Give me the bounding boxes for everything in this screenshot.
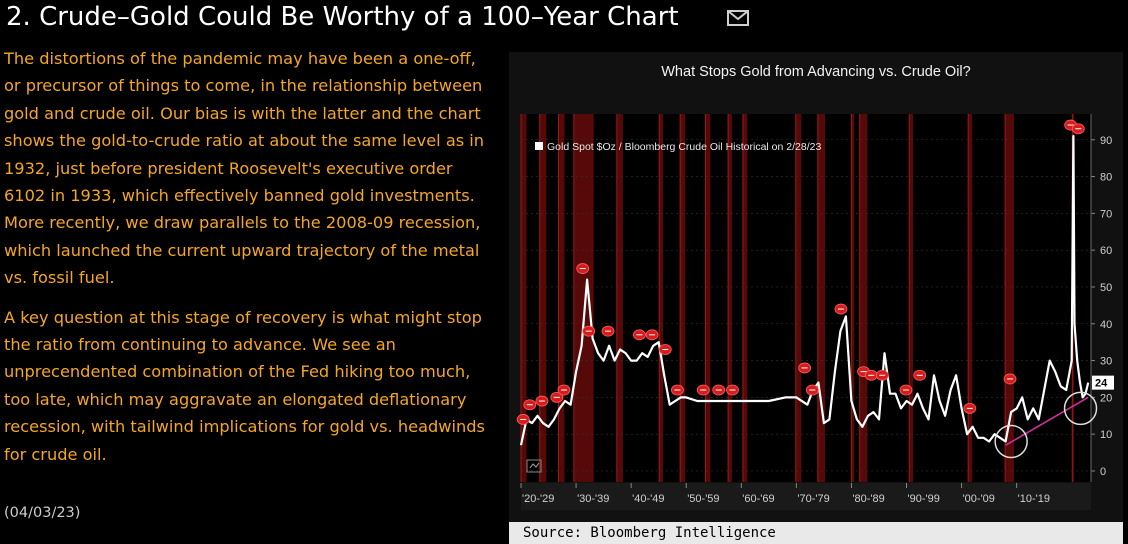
recession-band	[859, 114, 868, 482]
x-tick-label: '90-'99	[908, 493, 940, 505]
recession-band	[616, 114, 623, 482]
y-tick-label: 50	[1100, 282, 1112, 294]
event-marker	[516, 414, 530, 425]
ratio-series-line	[519, 135, 1090, 446]
y-tick-label: 40	[1100, 319, 1112, 331]
recession-band	[851, 114, 855, 482]
legend-swatch	[535, 142, 543, 150]
chart-svg: 0 10 20 30 40 50 60 70 80 90 '20-'29 '30-'39 '40-'49…	[516, 114, 1114, 510]
x-tick-label: '00-'09	[963, 493, 995, 505]
event-marker	[899, 384, 913, 396]
recession-band	[1005, 114, 1014, 482]
trend-line	[1005, 396, 1089, 446]
x-tick-label: '40-'49	[632, 493, 664, 505]
event-marker	[658, 344, 672, 355]
chart-panel: 0 10 20 30 40 50 60 70 80 90 '20-'29 '30-'39 '40-'49…	[509, 52, 1123, 522]
x-tick-label: '50-'59	[687, 493, 719, 505]
x-tick-label: '70-'79	[797, 493, 829, 505]
event-marker	[696, 384, 710, 396]
event-marker	[1071, 123, 1085, 135]
x-tick-label: '80-'89	[852, 493, 884, 505]
event-marker	[601, 325, 615, 337]
highlight-circle	[994, 424, 1028, 459]
recession-band	[795, 114, 802, 482]
recession-band	[539, 114, 547, 482]
event-marker	[712, 384, 726, 396]
x-axis-band	[521, 483, 1091, 510]
event-marker	[963, 402, 977, 414]
recession-band	[968, 114, 973, 482]
highlight-circle	[1063, 391, 1098, 426]
event-marker	[523, 399, 537, 411]
event-marker	[834, 303, 848, 315]
publish-date: (04/03/23)	[4, 505, 81, 521]
recession-band	[909, 114, 914, 482]
event-marker	[557, 384, 571, 396]
event-marker	[864, 369, 878, 381]
event-marker	[671, 384, 684, 396]
paragraph-2: A key question at this stage of recovery…	[4, 307, 485, 464]
chart-title: What Stops Gold from Advancing vs. Crude…	[661, 64, 971, 80]
x-tick-label: '20-'29	[522, 493, 554, 505]
legend-label: Gold Spot $Oz / Bloomberg Crude Oil Hist…	[547, 141, 821, 153]
event-marker	[798, 362, 812, 374]
paragraph-1: The distortions of the pandemic may have…	[4, 49, 485, 288]
plot-area	[521, 114, 1091, 482]
y-tick-label: 20	[1100, 392, 1112, 404]
event-marker	[576, 263, 590, 274]
envelope-icon[interactable]	[727, 10, 749, 26]
page-title: 2. Crude–Gold Could Be Worthy of a 100–Y…	[6, 2, 679, 32]
recession-band	[705, 114, 711, 482]
recession-band	[742, 114, 748, 482]
event-marker	[875, 369, 889, 381]
y-tick-label: 60	[1100, 245, 1112, 257]
event-marker	[645, 329, 659, 341]
y-tick-label: 30	[1100, 356, 1112, 368]
event-marker	[550, 391, 564, 403]
last-value-tag	[1092, 375, 1114, 390]
x-tick-label: '30-'39	[577, 493, 609, 505]
event-marker	[582, 325, 596, 337]
recession-band	[728, 114, 732, 482]
y-tick-label: 80	[1100, 172, 1112, 184]
recession-band	[817, 114, 825, 482]
x-tick-label: '10-'19	[1018, 493, 1050, 505]
event-marker	[726, 384, 739, 396]
recession-band	[659, 114, 664, 482]
recession-band	[521, 114, 527, 482]
chart-menu-icon	[526, 459, 542, 473]
event-marker	[805, 384, 819, 396]
recession-band	[573, 114, 594, 482]
title-text: 2. Crude–Gold Could Be Worthy of a 100–Y…	[6, 2, 679, 32]
event-marker	[633, 329, 646, 341]
x-tick-label: '60-'69	[742, 493, 774, 505]
source-footer: Source: Bloomberg Intelligence	[509, 522, 1123, 544]
article-body: The distortions of the pandemic may have…	[4, 45, 494, 480]
recession-band	[558, 114, 565, 482]
y-tick-label: 10	[1100, 429, 1112, 441]
last-value-label: 24	[1095, 378, 1108, 390]
event-marker	[913, 369, 927, 381]
y-tick-label: 70	[1100, 208, 1112, 220]
event-marker	[1003, 373, 1017, 385]
chart-menu-icon-glyph	[529, 462, 540, 469]
event-marker	[535, 395, 549, 407]
y-tick-label: 90	[1100, 135, 1112, 147]
recession-band	[680, 114, 686, 482]
y-tick-label: 0	[1100, 466, 1106, 478]
